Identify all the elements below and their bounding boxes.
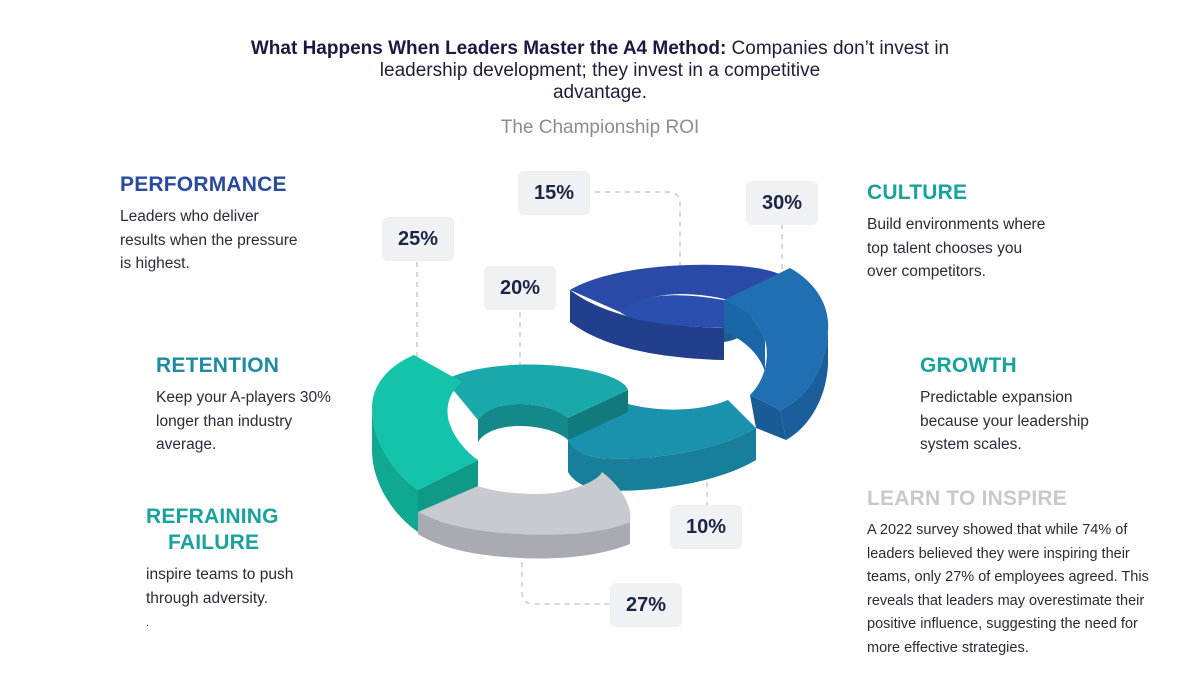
header-bold: What Happens When Leaders Master the A4 … — [250, 38, 727, 59]
header-line-3: advantage. — [552, 82, 648, 103]
percent-label-25: 25% — [382, 217, 454, 261]
learn-to-inspire-text: A 2022 survey showed that while 74% of l… — [867, 519, 1187, 660]
learn-to-inspire-block: LEARN TO INSPIRE A 2022 survey showed th… — [867, 487, 1187, 660]
connector-27 — [521, 532, 612, 605]
performance-text: Leaders who deliver results when the pre… — [120, 205, 360, 276]
growth-block: GROWTH Predictable expansion because you… — [920, 354, 1160, 457]
learn-line: teams, only 27% of employees agreed. Thi… — [867, 569, 1149, 585]
segment-grey-side — [418, 512, 630, 559]
segment-teal-inner — [478, 404, 568, 442]
header-line-2: leadership development; they invest in a… — [379, 60, 821, 81]
refraining-line: through adversity. — [146, 589, 269, 607]
segment-blue-side — [780, 330, 828, 440]
segment-teal-top — [445, 364, 628, 420]
subtitle: The Championship ROI — [500, 117, 700, 138]
learn-line: positive influence, suggesting the need … — [867, 616, 1138, 632]
percent-label-15: 15% — [518, 171, 590, 215]
performance-line: is highest. — [120, 255, 190, 272]
learn-line: more effective strategies. — [867, 639, 1029, 656]
connector-15 — [595, 191, 681, 292]
retention-title: RETENTION — [156, 354, 280, 377]
segment-mint-top — [372, 355, 478, 490]
refraining-block: REFRAINING FAILURE inspire teams to push… — [146, 505, 366, 636]
segment-teal-side — [568, 390, 628, 440]
culture-text: Build environments where top talent choo… — [867, 213, 1107, 284]
segment-grey-top — [418, 472, 631, 535]
performance-title: PERFORMANCE — [120, 173, 287, 196]
culture-line: over competitors. — [867, 263, 986, 280]
learn-line: leaders believed they were inspiring the… — [867, 545, 1130, 562]
growth-line: because your leadership — [920, 412, 1089, 430]
segment-navy-top-inner — [570, 290, 724, 328]
retention-line: average. — [156, 436, 217, 453]
refraining-title-2: FAILURE — [168, 531, 260, 554]
segment-blue-side-cut — [750, 395, 786, 440]
refraining-line: inspire teams to push — [146, 566, 294, 583]
culture-title: CULTURE — [867, 181, 968, 204]
segment-navy-side — [570, 290, 724, 360]
percent-label-20: 20% — [484, 266, 556, 310]
segment-blue-inner — [724, 300, 765, 372]
percent-label-10: 10% — [670, 505, 742, 549]
performance-line: results when the pressure — [120, 231, 298, 249]
refraining-title-1: REFRAINING — [146, 505, 279, 528]
header: What Happens When Leaders Master the A4 … — [0, 38, 1200, 104]
performance-block: PERFORMANCE Leaders who deliver results … — [120, 173, 360, 276]
learn-line: reveals that leaders may overestimate th… — [867, 592, 1145, 609]
segment-mint-side — [372, 408, 418, 532]
refraining-line: . — [146, 617, 150, 629]
header-line-1: What Happens When Leaders Master the A4 … — [0, 38, 1200, 60]
segment-teal-dark-side — [568, 428, 756, 491]
percent-label-27: 27% — [610, 583, 682, 627]
growth-title: GROWTH — [920, 354, 1017, 377]
segment-blue-top — [724, 268, 829, 410]
culture-block: CULTURE Build environments where top tal… — [867, 181, 1107, 284]
header-line-1-rest: Companies don’t invest in — [726, 38, 950, 59]
culture-line: top talent chooses you — [867, 239, 1023, 257]
growth-text: Predictable expansion because your leade… — [920, 386, 1160, 457]
retention-line: longer than industry — [156, 412, 293, 430]
growth-line: system scales. — [920, 436, 1022, 453]
percent-label-30: 30% — [746, 181, 818, 225]
retention-text: Keep your A-players 30% longer than indu… — [156, 386, 376, 457]
performance-line: Leaders who deliver — [120, 208, 259, 225]
retention-block: RETENTION Keep your A-players 30% longer… — [156, 354, 376, 457]
refraining-text: inspire teams to push through adversity.… — [146, 563, 366, 636]
growth-line: Predictable expansion — [920, 389, 1073, 406]
culture-line: Build environments where — [867, 216, 1046, 233]
learn-to-inspire-title: LEARN TO INSPIRE — [867, 487, 1068, 510]
learn-line: A 2022 survey showed that while 74% of — [867, 522, 1128, 538]
retention-line: Keep your A-players 30% — [156, 389, 331, 406]
